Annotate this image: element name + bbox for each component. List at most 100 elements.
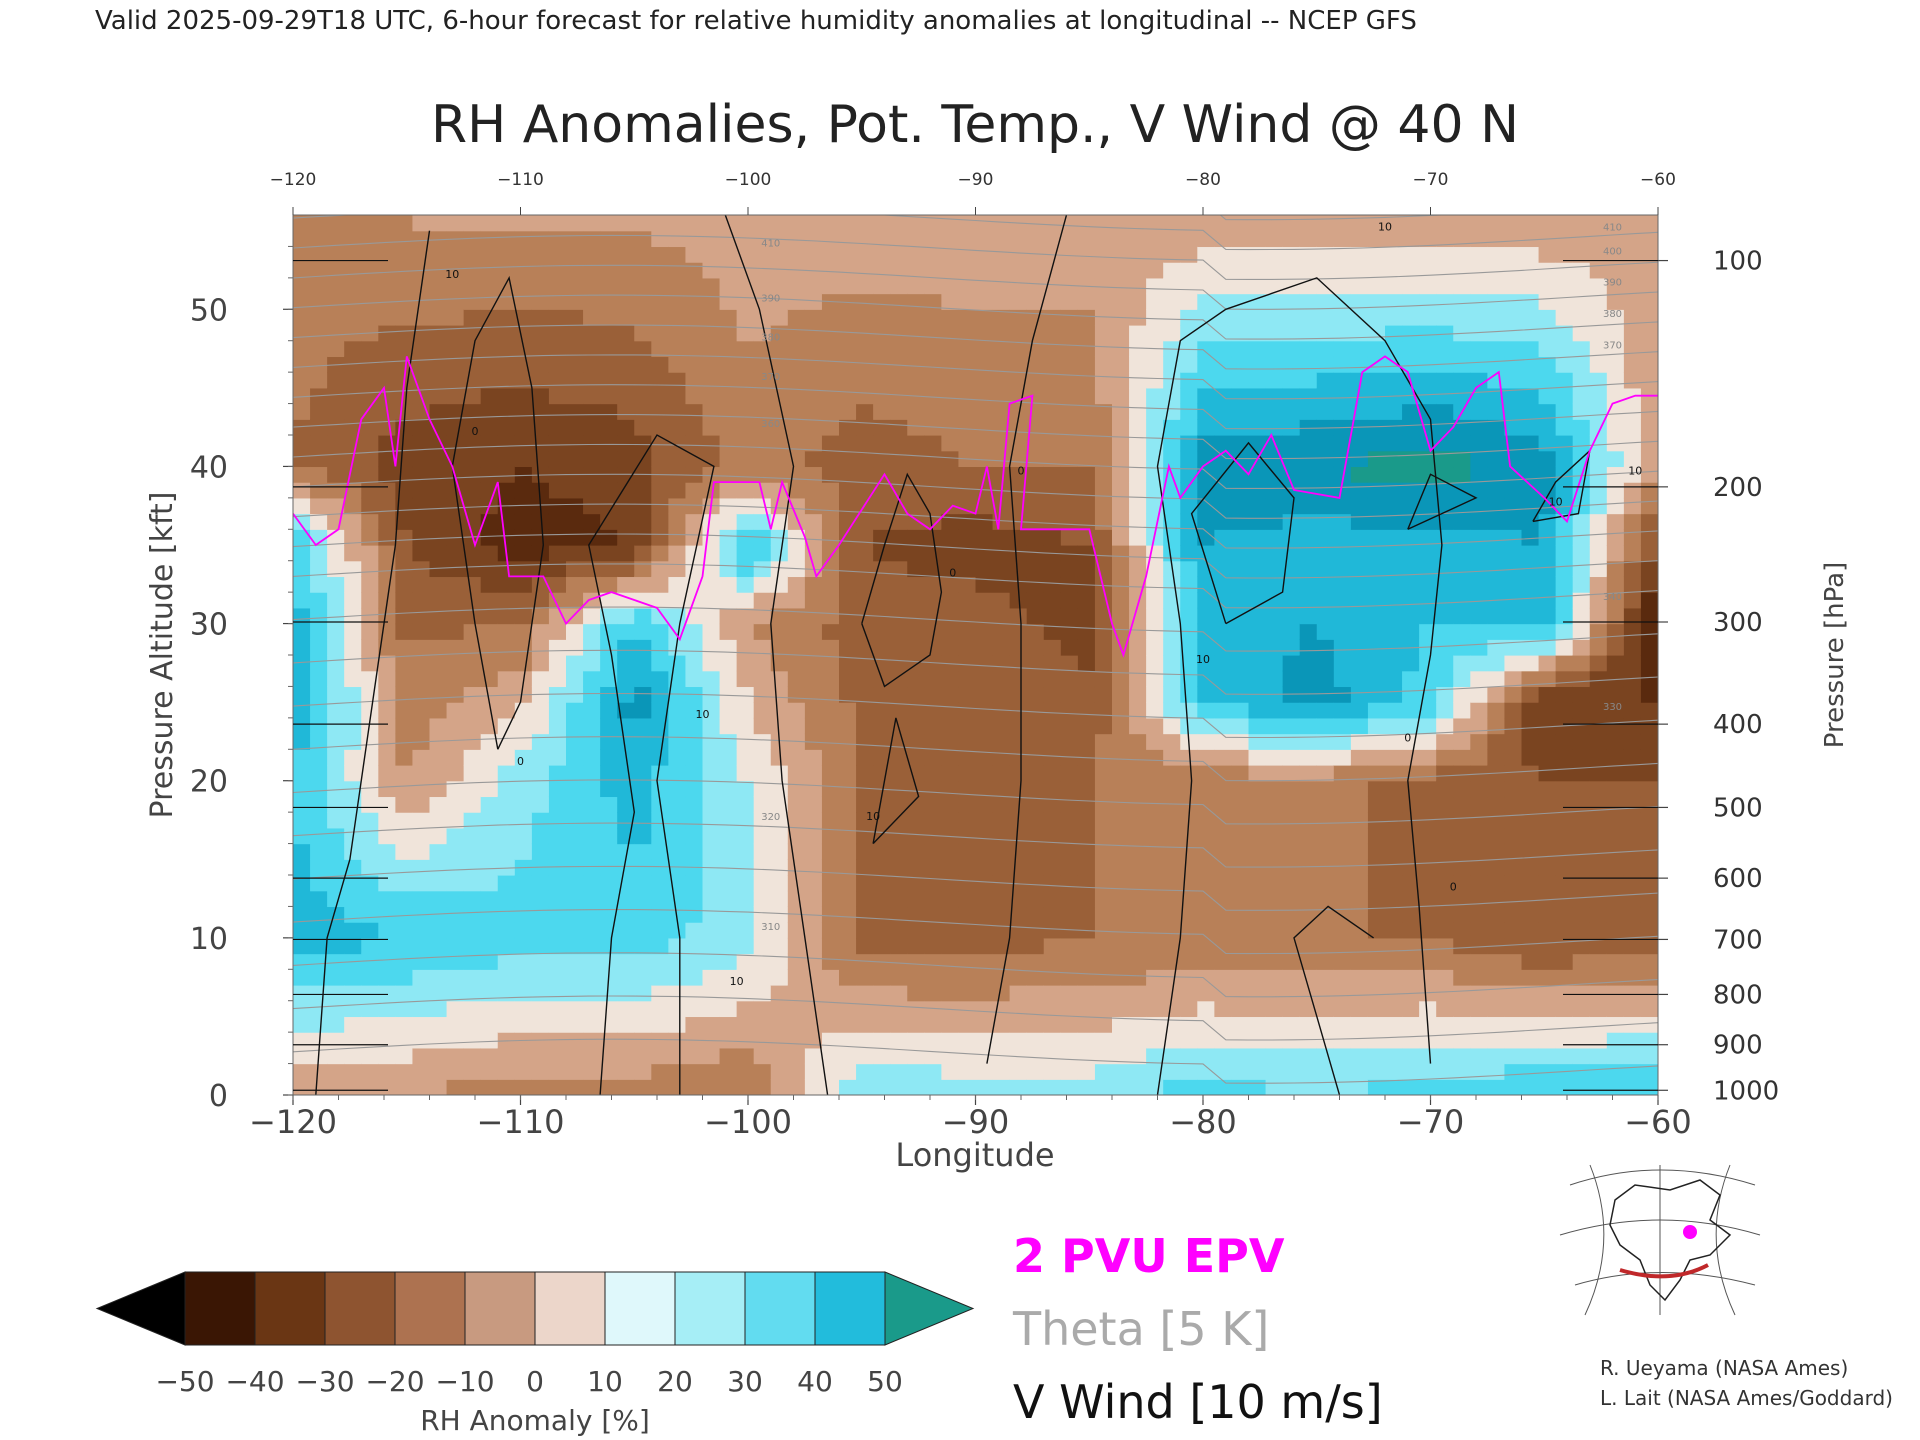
heatmap-cell bbox=[804, 717, 823, 735]
heatmap-cell bbox=[1163, 749, 1181, 766]
heatmap-cell bbox=[1606, 765, 1625, 782]
heatmap-cell bbox=[497, 372, 516, 389]
heatmap-cell bbox=[600, 482, 618, 499]
heatmap-cell bbox=[1521, 576, 1540, 593]
heatmap-cell bbox=[344, 1047, 362, 1065]
heatmap-cell bbox=[1385, 906, 1403, 923]
heatmap-cell bbox=[890, 246, 908, 263]
v-wind-contour-label: 10 bbox=[445, 268, 459, 281]
heatmap-cell bbox=[1214, 890, 1233, 908]
heatmap-cell bbox=[787, 372, 806, 389]
heatmap-cell bbox=[548, 812, 567, 829]
heatmap-cell bbox=[310, 560, 328, 578]
heatmap-cell bbox=[1572, 387, 1591, 405]
heatmap-cell bbox=[1538, 497, 1557, 515]
theta-contour-line bbox=[293, 324, 1658, 370]
heatmap-cell bbox=[1436, 1079, 1454, 1095]
heatmap-cell bbox=[992, 812, 1011, 829]
heatmap-cell bbox=[412, 482, 431, 499]
heatmap-cell bbox=[1402, 717, 1420, 735]
heatmap-cell bbox=[361, 1016, 379, 1033]
heatmap-cell bbox=[1026, 1063, 1045, 1080]
heatmap-cell bbox=[1521, 387, 1540, 405]
heatmap-cell bbox=[531, 1016, 550, 1033]
heatmap-cell bbox=[1231, 702, 1250, 719]
heatmap-cell bbox=[1333, 906, 1352, 923]
heatmap-cell bbox=[548, 576, 567, 593]
heatmap-cell bbox=[1265, 246, 1284, 263]
heatmap-cell bbox=[378, 1063, 396, 1080]
heatmap-cell bbox=[600, 1016, 618, 1033]
heatmap-cell bbox=[992, 969, 1011, 986]
heatmap-cell bbox=[1538, 246, 1557, 263]
heatmap-cell bbox=[856, 215, 874, 232]
heatmap-cell bbox=[1333, 733, 1352, 750]
heatmap-cell bbox=[1333, 639, 1352, 656]
heatmap-cell bbox=[958, 419, 977, 436]
heatmap-cell bbox=[1197, 309, 1215, 326]
heatmap-cell bbox=[344, 670, 362, 688]
heatmap-cell bbox=[1521, 1079, 1540, 1095]
heatmap-cell bbox=[753, 435, 772, 452]
heatmap-cell bbox=[958, 482, 977, 499]
heatmap-cell bbox=[873, 1016, 891, 1033]
heatmap-cell bbox=[497, 1063, 516, 1080]
x-top-tick-label: −100 bbox=[725, 170, 772, 190]
heatmap-cell bbox=[719, 450, 738, 468]
heatmap-cell bbox=[463, 686, 482, 703]
heatmap-cell bbox=[821, 576, 840, 593]
heatmap-cell bbox=[1521, 953, 1540, 970]
v-wind-contour-line bbox=[1190, 441, 1295, 625]
heatmap-cell bbox=[480, 592, 499, 609]
heatmap-cell bbox=[1026, 890, 1045, 908]
heatmap-cell bbox=[941, 717, 960, 735]
heatmap-cell bbox=[1043, 403, 1062, 420]
heatmap-cell bbox=[1538, 655, 1557, 672]
heatmap-cell bbox=[1282, 749, 1301, 766]
heatmap-cell bbox=[907, 843, 925, 860]
heatmap-cell bbox=[907, 545, 925, 562]
heatmap-cell bbox=[1163, 890, 1181, 908]
heatmap-cell bbox=[1316, 262, 1335, 279]
heatmap-cell bbox=[344, 513, 362, 530]
heatmap-cell bbox=[873, 1063, 891, 1080]
heatmap-cell bbox=[651, 1079, 669, 1095]
heatmap-cell bbox=[617, 372, 635, 389]
heatmap-cell bbox=[1367, 670, 1386, 688]
heatmap-cell bbox=[395, 545, 414, 562]
heatmap-cell bbox=[497, 937, 516, 955]
heatmap-cell bbox=[1606, 623, 1625, 640]
heatmap-cell bbox=[1640, 246, 1658, 263]
heatmap-cell bbox=[1640, 875, 1658, 892]
heatmap-cell bbox=[378, 576, 396, 593]
heatmap-cell bbox=[1640, 215, 1658, 232]
heatmap-cell bbox=[1248, 749, 1267, 766]
heatmap-cell bbox=[1316, 529, 1335, 546]
heatmap-cell bbox=[1043, 482, 1062, 499]
heatmap-cell bbox=[1640, 969, 1658, 986]
heatmap-cell bbox=[958, 717, 977, 735]
heatmap-cell bbox=[1282, 953, 1301, 970]
x-axis-top: −120 −110 −100 −90 −80 −70 −60 bbox=[270, 170, 1676, 215]
heatmap-cell bbox=[702, 576, 721, 593]
heatmap-cell bbox=[958, 875, 977, 892]
heatmap-cell bbox=[787, 765, 806, 782]
heatmap-cell bbox=[310, 796, 328, 813]
heatmap-cell bbox=[1419, 262, 1437, 279]
pressure-tick-label: 700 bbox=[1713, 925, 1763, 955]
heatmap-cell bbox=[1026, 655, 1045, 672]
heatmap-cell bbox=[941, 419, 960, 436]
heatmap-cell bbox=[1077, 639, 1096, 656]
heatmap-cell bbox=[1197, 1063, 1215, 1080]
heatmap-cell bbox=[1521, 827, 1540, 845]
heatmap-cell bbox=[1214, 749, 1233, 766]
heatmap-cell bbox=[1009, 827, 1028, 845]
heatmap-cell bbox=[668, 985, 687, 1002]
heatmap-cell bbox=[446, 686, 465, 703]
heatmap-cell bbox=[1180, 435, 1198, 452]
heatmap-cell bbox=[1163, 497, 1181, 515]
heatmap-cell bbox=[1043, 592, 1062, 609]
heatmap-cell bbox=[804, 246, 823, 263]
heatmap-cell bbox=[634, 702, 652, 719]
heatmap-cell bbox=[1521, 749, 1540, 766]
